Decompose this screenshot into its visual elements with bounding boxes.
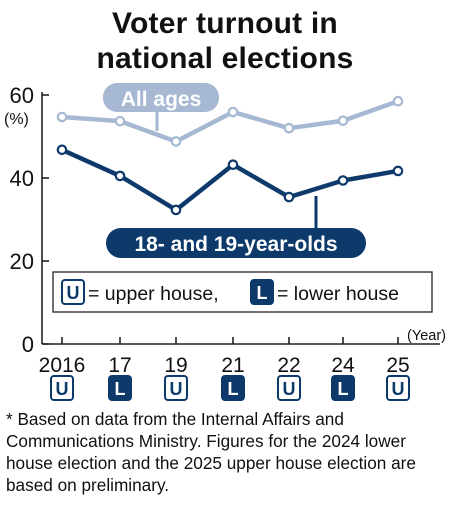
all-ages-point: [283, 122, 295, 134]
y-unit-label: (%): [4, 111, 29, 128]
upper-house-badge: [277, 375, 301, 401]
legend-upper-symbol: U: [67, 283, 80, 303]
all-ages-point: [114, 115, 126, 127]
youth-point: [283, 191, 295, 203]
youth-point: [227, 159, 239, 171]
lower-house-badge: [331, 375, 355, 401]
election-type-label: L: [228, 379, 239, 399]
x-tick-label: 17: [108, 354, 131, 377]
all-ages-point: [337, 115, 349, 127]
election-type-label: U: [56, 379, 69, 399]
youth-point: [392, 165, 404, 177]
y-tick-label: 60: [10, 83, 34, 108]
all-ages-point: [227, 106, 239, 118]
lower-house-badge: [108, 375, 132, 401]
all-ages-point: [392, 95, 404, 107]
all-ages-point: [56, 111, 68, 123]
all-ages-label: All ages: [121, 88, 202, 111]
election-type-label: U: [392, 379, 405, 399]
election-type-label: U: [170, 379, 183, 399]
chart-title-line1: Voter turnout in: [112, 7, 338, 40]
x-tick-label: 22: [277, 354, 300, 377]
youth-point: [56, 144, 68, 156]
legend-box: [52, 271, 433, 313]
youth-label-bg: [106, 228, 366, 258]
chart-title-line2: national elections: [96, 42, 354, 75]
upper-house-badge: [386, 375, 410, 401]
youth-label: 18- and 19-year-olds: [134, 233, 337, 256]
x-tick-label: 2016: [39, 354, 86, 377]
legend-lower-symbol: L: [257, 283, 268, 303]
legend-upper-badge: [61, 279, 85, 305]
line-chart: 0204060(%)2016U17L19U21L22U24L25U(Year)A…: [4, 83, 446, 401]
upper-house-badge: [50, 375, 74, 401]
x-unit-label: (Year): [407, 328, 446, 344]
youth-point: [337, 175, 349, 186]
youth-point: [170, 204, 182, 216]
election-type-label: L: [338, 379, 349, 399]
x-tick-label: 25: [386, 354, 409, 377]
all-ages-point: [170, 136, 182, 147]
x-tick-label: 19: [164, 354, 187, 377]
legend-lower-badge: [250, 279, 274, 305]
y-tick-label: 20: [10, 249, 34, 274]
youth-point: [114, 170, 126, 182]
x-tick-label: 21: [221, 354, 244, 377]
all-ages-label-bg: [103, 83, 219, 112]
legend-lower-text: = lower house: [277, 283, 399, 305]
upper-house-badge: [164, 375, 188, 401]
legend-upper-text: = upper house,: [88, 283, 219, 305]
footnote: * Based on data from the Internal Affair…: [6, 409, 416, 495]
y-tick-label: 40: [10, 166, 34, 191]
election-type-label: U: [283, 379, 296, 399]
lower-house-badge: [221, 375, 245, 401]
election-type-label: L: [115, 379, 126, 399]
x-tick-label: 24: [331, 354, 355, 377]
y-tick-label: 0: [22, 332, 34, 357]
